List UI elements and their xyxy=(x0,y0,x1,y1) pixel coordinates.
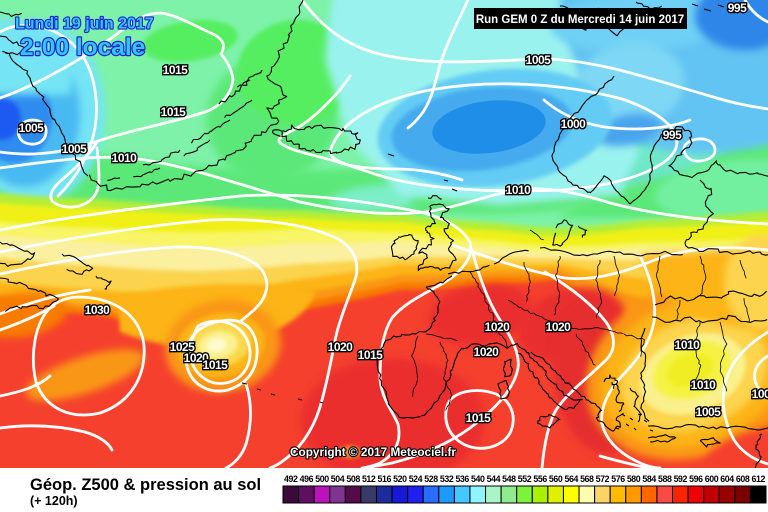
svg-text:1005: 1005 xyxy=(526,53,552,67)
svg-text:536: 536 xyxy=(455,474,469,484)
svg-text:1010: 1010 xyxy=(112,151,138,165)
svg-text:1005: 1005 xyxy=(696,405,722,419)
svg-text:512: 512 xyxy=(362,474,376,484)
svg-text:556: 556 xyxy=(533,474,547,484)
svg-text:504: 504 xyxy=(331,474,345,484)
svg-text:1015: 1015 xyxy=(358,348,384,362)
svg-text:544: 544 xyxy=(487,474,501,484)
svg-text:580: 580 xyxy=(627,474,641,484)
svg-text:Copyright © 2017 Meteociel.fr: Copyright © 2017 Meteociel.fr xyxy=(290,445,456,459)
svg-text:1015: 1015 xyxy=(466,411,492,425)
svg-text:1010: 1010 xyxy=(675,338,701,352)
svg-text:600: 600 xyxy=(705,474,719,484)
svg-text:568: 568 xyxy=(580,474,594,484)
svg-text:Run GEM 0 Z du Mercredi 14 jui: Run GEM 0 Z du Mercredi 14 juin 2017 xyxy=(476,14,684,26)
svg-text:1000: 1000 xyxy=(561,117,587,131)
svg-text:528: 528 xyxy=(424,474,438,484)
svg-text:588: 588 xyxy=(658,474,672,484)
svg-text:548: 548 xyxy=(502,474,516,484)
svg-text:1010: 1010 xyxy=(691,378,717,392)
svg-text:572: 572 xyxy=(596,474,610,484)
svg-text:1005: 1005 xyxy=(752,387,768,401)
svg-text:596: 596 xyxy=(689,474,703,484)
svg-text:552: 552 xyxy=(518,474,532,484)
svg-text:516: 516 xyxy=(378,474,392,484)
svg-text:1015: 1015 xyxy=(203,358,229,372)
svg-text:(+ 120h): (+ 120h) xyxy=(30,494,78,508)
svg-text:1005: 1005 xyxy=(62,142,88,156)
svg-text:1020: 1020 xyxy=(474,345,500,359)
svg-text:Lundi 19 juin 2017: Lundi 19 juin 2017 xyxy=(15,16,154,33)
svg-text:576: 576 xyxy=(611,474,625,484)
svg-text:592: 592 xyxy=(674,474,688,484)
svg-text:1015: 1015 xyxy=(163,63,189,77)
svg-text:Géop. Z500 & pression au sol: Géop. Z500 & pression au sol xyxy=(30,476,261,494)
svg-text:508: 508 xyxy=(346,474,360,484)
svg-text:995: 995 xyxy=(663,128,682,142)
svg-text:604: 604 xyxy=(720,474,734,484)
svg-text:1020: 1020 xyxy=(546,320,572,334)
svg-text:1015: 1015 xyxy=(161,105,187,119)
svg-text:520: 520 xyxy=(393,474,407,484)
svg-text:612: 612 xyxy=(751,474,765,484)
svg-text:500: 500 xyxy=(315,474,329,484)
svg-text:564: 564 xyxy=(564,474,578,484)
svg-text:1030: 1030 xyxy=(85,303,111,317)
svg-text:2:00 locale: 2:00 locale xyxy=(20,34,145,61)
svg-text:995: 995 xyxy=(728,1,747,15)
svg-text:608: 608 xyxy=(736,474,750,484)
svg-text:1010: 1010 xyxy=(506,183,532,197)
svg-text:540: 540 xyxy=(471,474,485,484)
svg-text:524: 524 xyxy=(409,474,423,484)
svg-text:1020: 1020 xyxy=(485,320,511,334)
svg-text:496: 496 xyxy=(300,474,314,484)
svg-text:532: 532 xyxy=(440,474,454,484)
svg-text:1025: 1025 xyxy=(170,340,196,354)
svg-text:584: 584 xyxy=(642,474,656,484)
svg-text:1020: 1020 xyxy=(184,351,210,365)
svg-text:1005: 1005 xyxy=(19,121,45,135)
svg-text:492: 492 xyxy=(284,474,298,484)
svg-text:560: 560 xyxy=(549,474,563,484)
svg-text:1020: 1020 xyxy=(328,340,354,354)
